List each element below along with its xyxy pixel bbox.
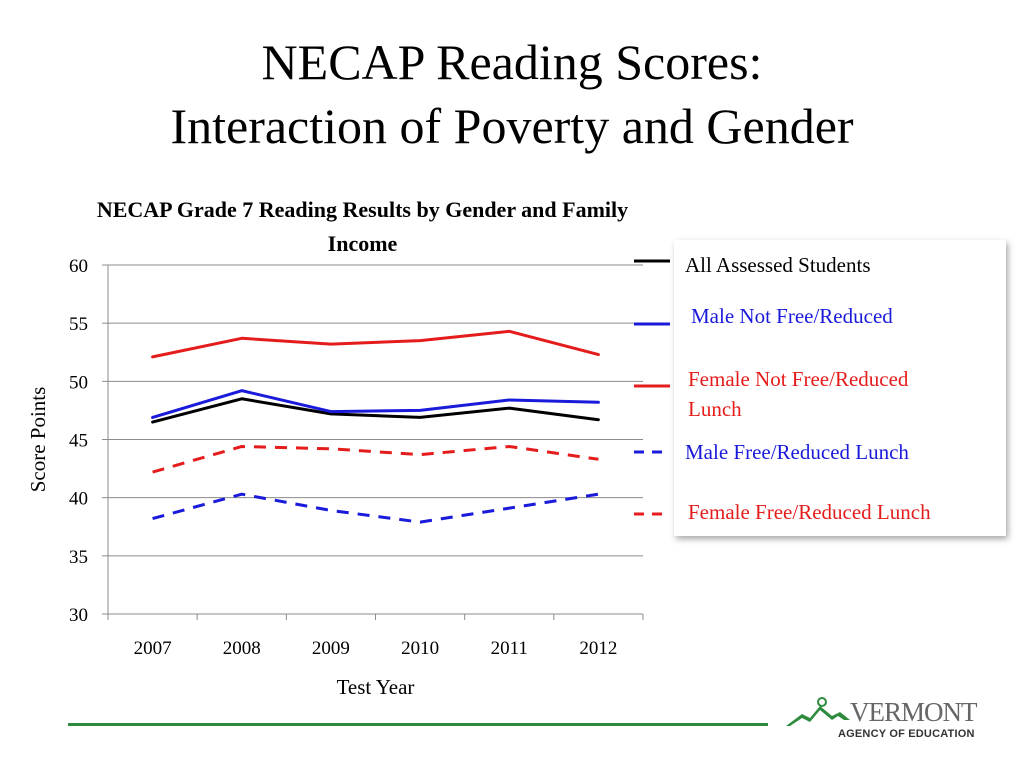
x-tick-label: 2007 [134,638,172,659]
y-tick-label: 40 [69,489,88,510]
x-tick-label: 2011 [491,638,528,659]
x-tick-label: 2012 [579,638,617,659]
slide-title-line-2: Interaction of Poverty and Gender [170,98,854,154]
slide-title-line-1: NECAP Reading Scores: [261,34,763,90]
logo-word: VERMONT [850,697,977,727]
x-axis-title: Test Year [337,675,415,699]
legend-box [674,240,1006,536]
x-tick-label: 2008 [223,638,261,659]
y-axis-title: Score Points [26,387,50,493]
series-line [151,389,600,419]
legend-label: Male Free/Reduced Lunch [685,440,909,464]
legend-label: Male Not Free/Reduced [691,304,893,328]
chart-title: NECAP Grade 7 Reading Results by Gender … [96,197,629,256]
y-tick-label: 55 [69,314,88,335]
x-tick-label: 2009 [312,638,350,659]
legend-label: All Assessed Students [685,253,871,277]
series-line [151,397,600,424]
y-tick-label: 45 [69,431,88,452]
legend-label: Female Not Free/Reduced [688,367,909,391]
x-tick-label: 2010 [401,638,439,659]
logo-subtitle: AGENCY OF EDUCATION [838,728,975,740]
y-tick-label: 35 [69,547,88,568]
slide-title: NECAP Reading Scores: Interaction of Pov… [0,30,1024,158]
vermont-mountain-logo-icon [786,697,850,726]
y-tick-label: 30 [69,605,88,626]
y-tick-label: 50 [69,372,88,393]
legend-label-continuation: Lunch [688,397,742,421]
footer-rule [68,723,768,726]
series-line [152,492,599,524]
series-line [151,329,600,359]
series-line [152,444,599,474]
legend-label: Female Free/Reduced Lunch [688,500,931,524]
y-tick-label: 60 [69,256,88,277]
